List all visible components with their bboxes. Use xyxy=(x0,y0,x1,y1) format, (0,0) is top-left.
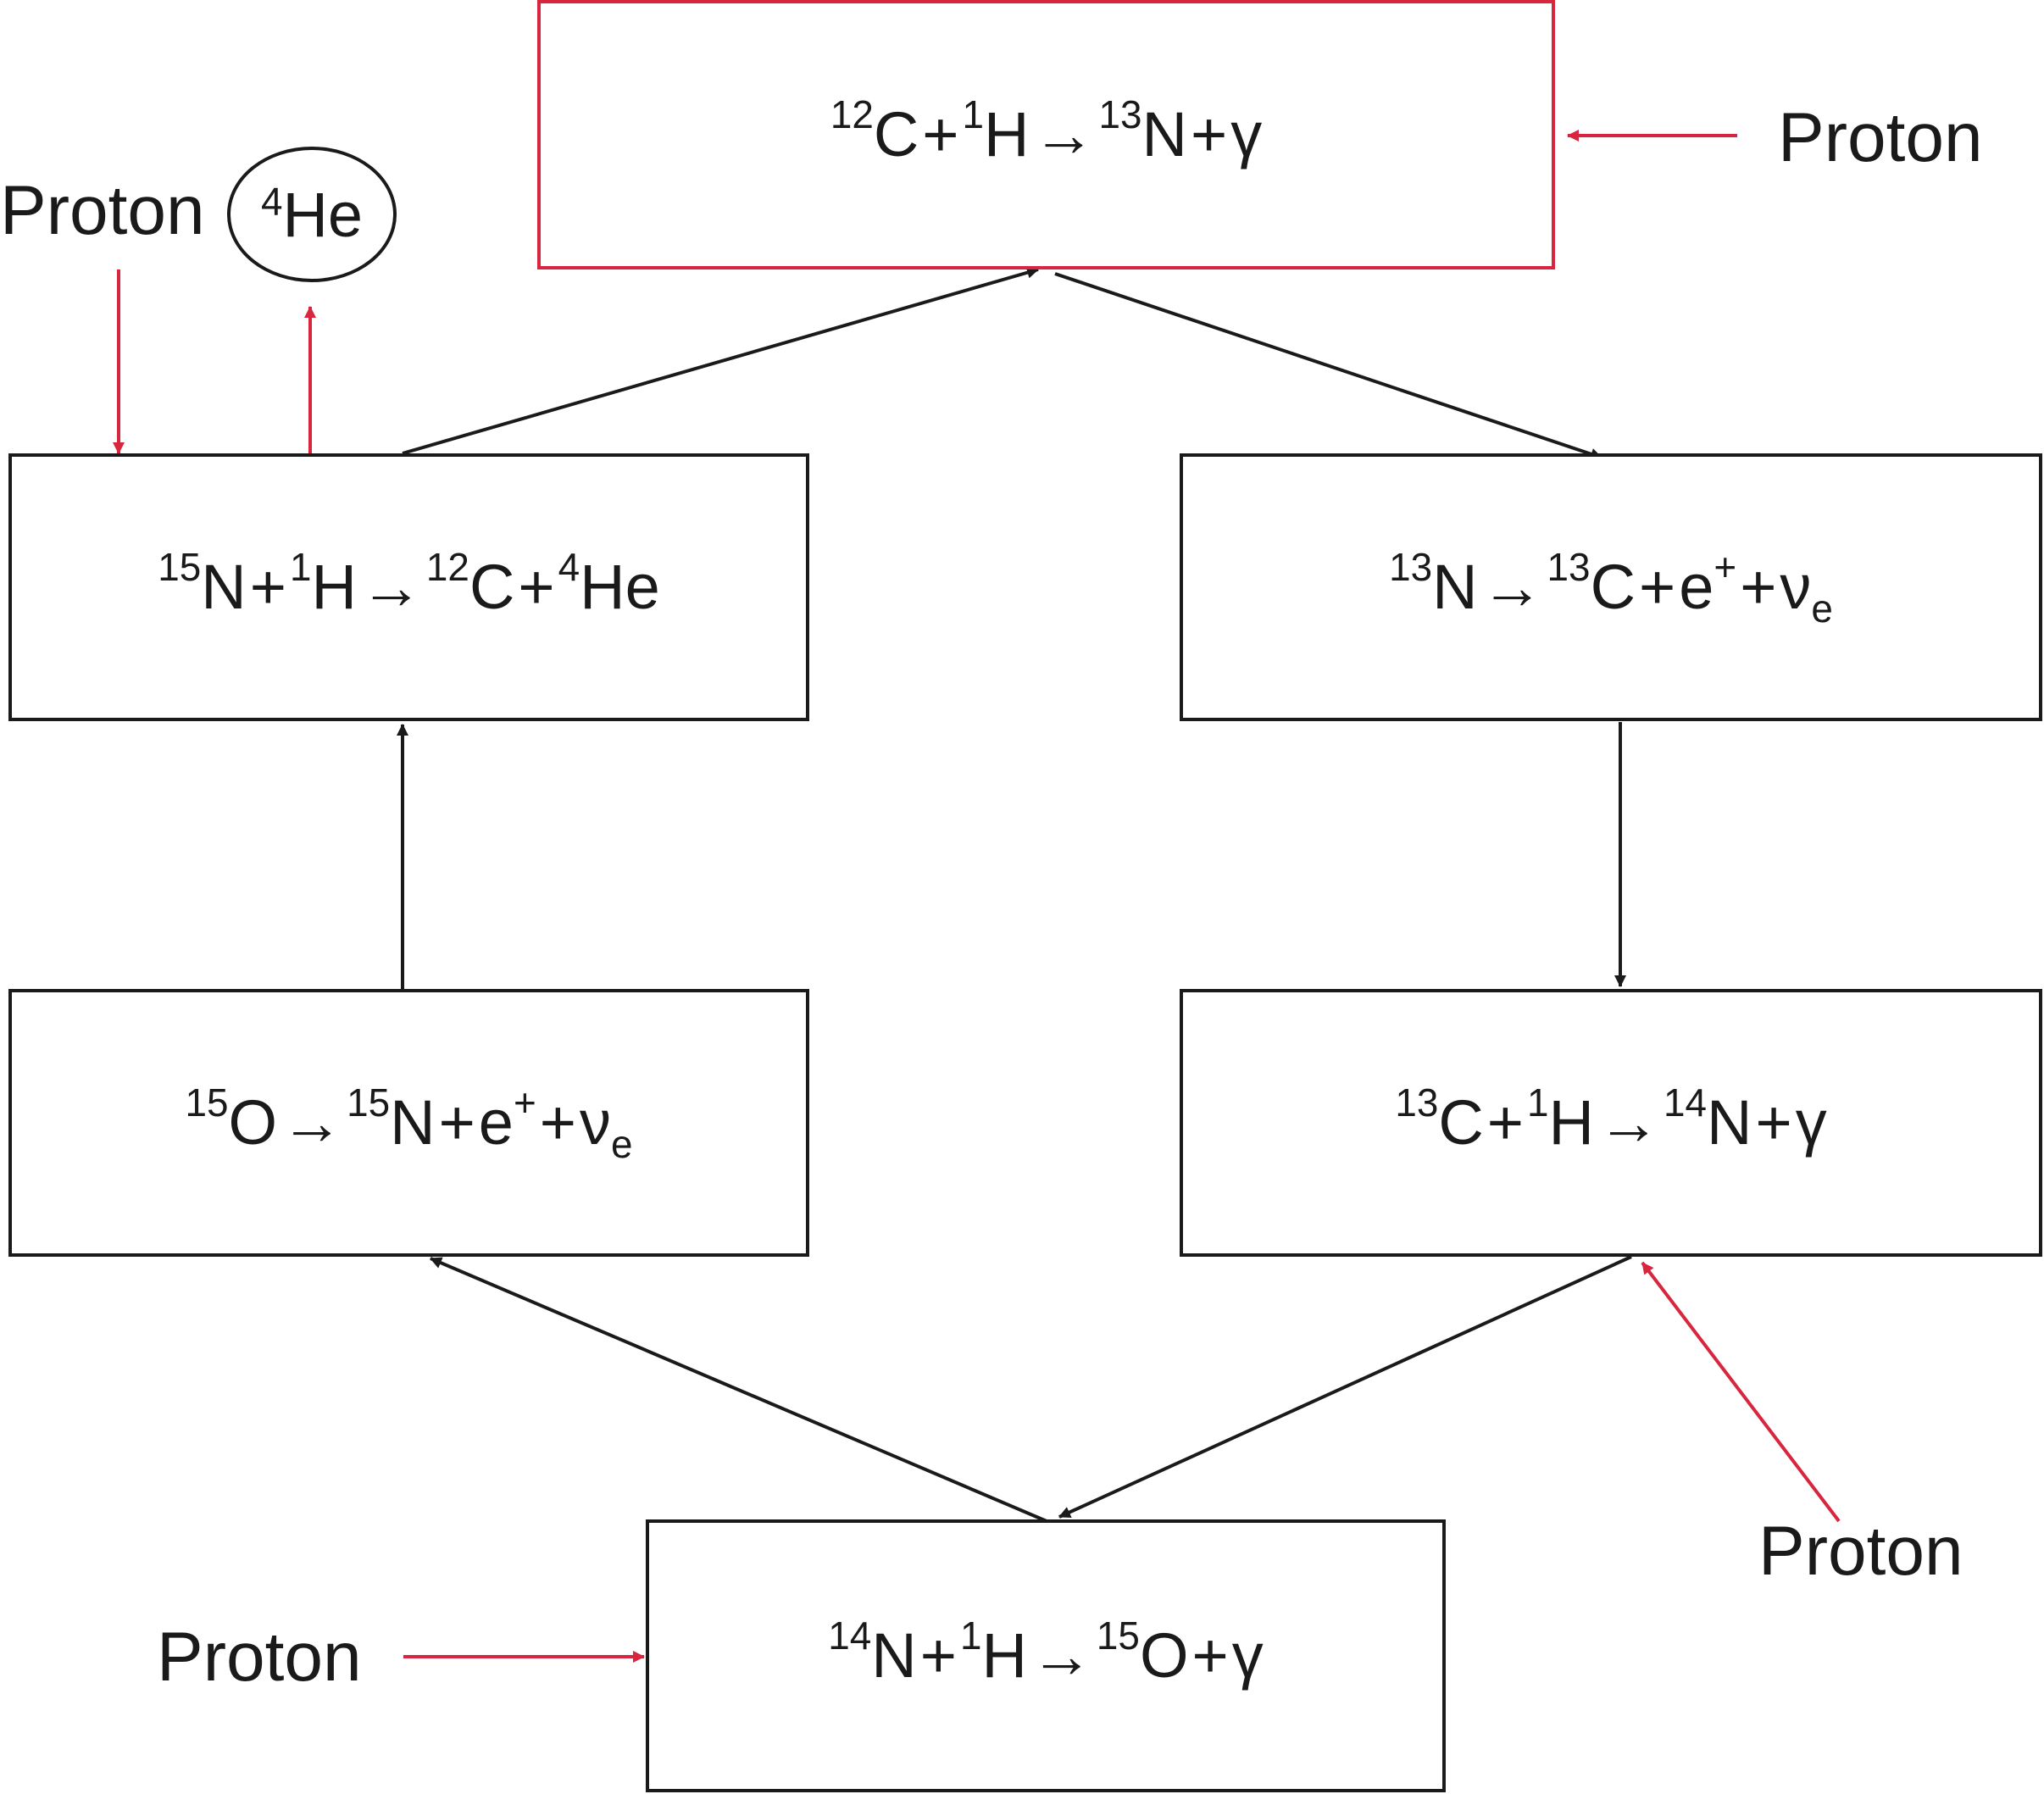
arrow-top-to-right-upper xyxy=(1054,272,1602,460)
reaction-equation-bottom: 14N+1H→15O+γ xyxy=(828,1613,1264,1691)
reaction-box-right-upper: 13N→13C+e++νe xyxy=(1180,453,2042,721)
reaction-box-left-lower: 15O→15N+e++νe xyxy=(8,989,809,1257)
reaction-box-right-lower: 13C+1H→14N+γ xyxy=(1180,989,2042,1257)
proton-label-top-left: Proton xyxy=(0,172,205,249)
proton-label-bottom-right: Proton xyxy=(1758,1513,1963,1590)
reaction-box-bottom: 14N+1H→15O+γ xyxy=(646,1519,1446,1792)
reaction-box-left-upper: 15N+1H→12C+4He xyxy=(8,453,809,721)
reaction-box-top: 12C+1H→13N+γ xyxy=(537,0,1555,269)
proton-arrow-bottom-right xyxy=(1641,1261,1841,1523)
reaction-equation-left-upper: 15N+1H→12C+4He xyxy=(158,545,660,622)
reaction-equation-right-lower: 13C+1H→14N+γ xyxy=(1395,1080,1827,1158)
proton-label-bottom-left: Proton xyxy=(157,1619,362,1696)
reaction-equation-right-upper: 13N→13C+e++νe xyxy=(1389,545,1833,630)
proton-label-top-right: Proton xyxy=(1778,99,1983,176)
reaction-equation-top: 12C+1H→13N+γ xyxy=(830,92,1263,169)
arrow-bottom-to-left-lower xyxy=(430,1257,1047,1523)
helium-label: 4He xyxy=(260,178,364,250)
helium-output-circle: 4He xyxy=(227,147,397,282)
arrow-left-upper-to-top xyxy=(402,266,1039,455)
reaction-equation-left-lower: 15O→15N+e++νe xyxy=(185,1080,633,1166)
arrow-right-lower-to-bottom xyxy=(1058,1255,1632,1519)
